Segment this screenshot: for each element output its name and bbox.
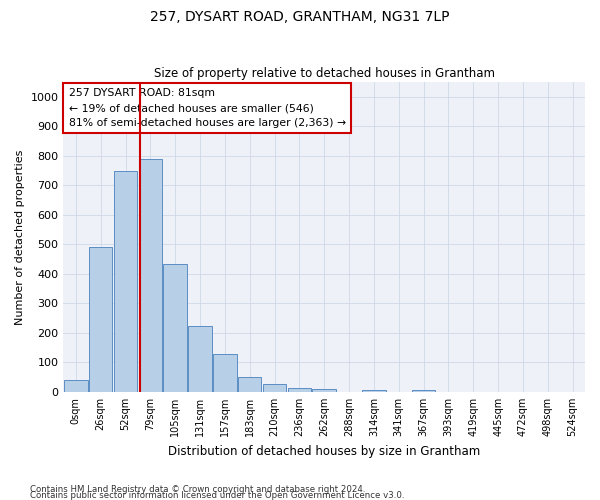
- Text: 257, DYSART ROAD, GRANTHAM, NG31 7LP: 257, DYSART ROAD, GRANTHAM, NG31 7LP: [150, 10, 450, 24]
- Title: Size of property relative to detached houses in Grantham: Size of property relative to detached ho…: [154, 66, 495, 80]
- X-axis label: Distribution of detached houses by size in Grantham: Distribution of detached houses by size …: [168, 444, 481, 458]
- Bar: [64, 380, 88, 392]
- Bar: [263, 384, 286, 392]
- Bar: [287, 388, 311, 392]
- Text: Contains HM Land Registry data © Crown copyright and database right 2024.: Contains HM Land Registry data © Crown c…: [30, 484, 365, 494]
- Bar: [188, 326, 212, 392]
- Bar: [114, 170, 137, 392]
- Bar: [213, 354, 236, 392]
- Y-axis label: Number of detached properties: Number of detached properties: [15, 150, 25, 324]
- Bar: [313, 389, 336, 392]
- Bar: [163, 264, 187, 392]
- Text: Contains public sector information licensed under the Open Government Licence v3: Contains public sector information licen…: [30, 490, 404, 500]
- Text: 257 DYSART ROAD: 81sqm
← 19% of detached houses are smaller (546)
81% of semi-de: 257 DYSART ROAD: 81sqm ← 19% of detached…: [68, 88, 346, 128]
- Bar: [362, 390, 386, 392]
- Bar: [139, 159, 162, 392]
- Bar: [238, 377, 262, 392]
- Bar: [412, 390, 436, 392]
- Bar: [89, 248, 112, 392]
